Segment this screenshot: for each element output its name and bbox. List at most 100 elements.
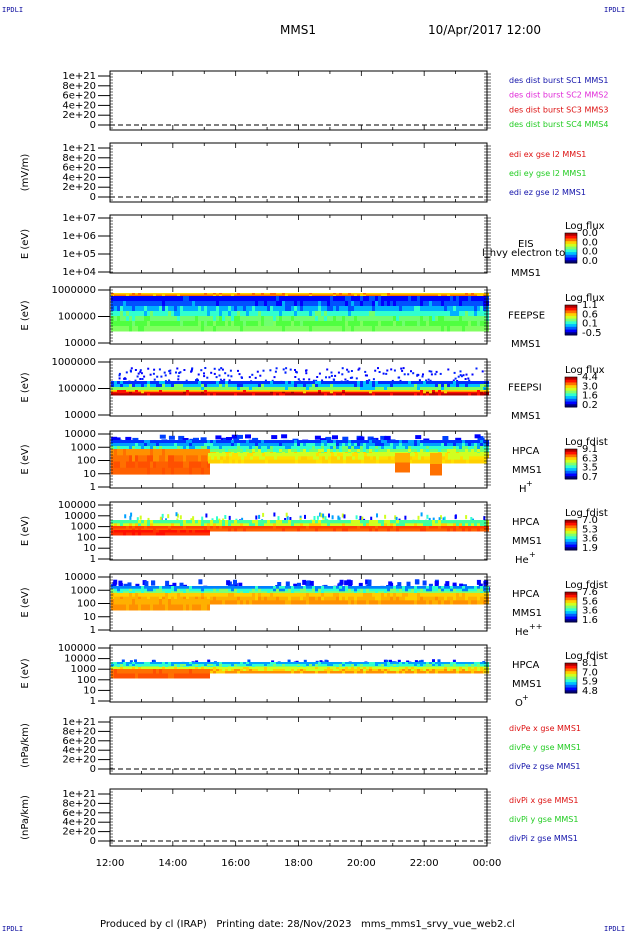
- ytick-label: 8e+20: [62, 798, 96, 809]
- colorbar-feepse: [564, 304, 578, 336]
- ytick-label: 8e+20: [62, 81, 96, 92]
- corner-tag-bottom-right: IPDLI: [604, 925, 626, 933]
- colorbar-title-feepse: Log flux: [565, 293, 605, 304]
- legend-entry-divpe-1: divPe y gse MMS1: [509, 743, 581, 752]
- xtick-label: 14:00: [158, 858, 187, 869]
- ytick-label: 0: [90, 120, 96, 131]
- ytick-label: 1: [90, 625, 96, 636]
- colorbar-tick-hpca_h: 0.7: [582, 472, 598, 483]
- colorbar-tick-feepsi: 0.2: [582, 400, 598, 411]
- ytick-label: 1e+04: [62, 267, 96, 278]
- plot-frame-eis: [109, 214, 488, 274]
- instrument-sc-eis: MMS1: [511, 268, 541, 279]
- colorbar-eis: [564, 232, 578, 264]
- y-axis-label: (nPa/km): [20, 723, 31, 768]
- species-charge-hpca_h: +: [526, 479, 533, 488]
- ytick-label: 1e+06: [62, 231, 96, 242]
- species-label-hpca_he2: He: [515, 627, 529, 638]
- colorbar-tick-hpca_he2: 5.6: [582, 596, 598, 607]
- species-charge-hpca_he1: +: [529, 550, 536, 559]
- colorbar-hpca_he2: [564, 591, 578, 623]
- legend-entry-edi-1: edi ey gse l2 MMS1: [509, 169, 587, 178]
- colorbar-tick-eis: 0.0: [582, 228, 598, 239]
- colorbar-tick-hpca_he1: 3.6: [582, 534, 598, 545]
- legend-entry-divpe-0: divPe x gse MMS1: [509, 724, 581, 733]
- legend-entry-des-1: des dist burst SC2 MMS2: [509, 91, 608, 100]
- ytick-label: 1000: [71, 585, 96, 596]
- colorbar-title-hpca_he1: Log fdist: [565, 508, 608, 519]
- colorbar-tick-hpca_h: 9.1: [582, 444, 598, 455]
- corner-tag-top-right: IPDLI: [604, 6, 626, 14]
- ytick-label: 8e+20: [62, 726, 96, 737]
- y-axis-label: E (eV): [20, 516, 31, 546]
- instrument-name-hpca_o: HPCA: [512, 660, 540, 671]
- spectrogram-hpca_he2: [111, 579, 490, 611]
- colorbar-tick-feepsi: 4.4: [582, 372, 598, 383]
- plot-frame-divpe: [109, 716, 488, 775]
- instrument-name-feepsi: FEEPSI: [508, 383, 542, 394]
- legend-entry-des-3: des dist burst SC4 MMS4: [509, 120, 608, 129]
- corner-tag-bottom-left: IPDLI: [2, 925, 24, 933]
- instrument-name-eis: EIS: [518, 239, 534, 250]
- legend-entry-divpi-1: divPi y gse MMS1: [509, 815, 578, 824]
- ytick-label: 1000000: [51, 357, 96, 368]
- ytick-label: 10000: [64, 338, 96, 349]
- ytick-label: 4e+20: [62, 745, 96, 756]
- footer-credit: Produced by cl (IRAP) Printing date: 28/…: [100, 919, 515, 930]
- colorbar-hpca_o: [564, 662, 578, 694]
- species-label-hpca_h: H: [519, 484, 527, 495]
- ytick-label: 10: [83, 685, 96, 696]
- ytick-label: 0: [90, 764, 96, 775]
- ytick-label: 1000: [71, 664, 96, 675]
- xtick-label: 18:00: [284, 858, 313, 869]
- ytick-label: 10: [83, 612, 96, 623]
- plot-frame-edi: [109, 142, 488, 203]
- legend-entry-divpi-2: divPi z gse MMS1: [509, 834, 578, 843]
- ytick-label: 1e+21: [62, 789, 96, 800]
- instrument-name-hpca_h: HPCA: [512, 446, 540, 457]
- ytick-label: 10000: [64, 654, 96, 665]
- colorbar-tick-feepse: 1.1: [582, 300, 598, 311]
- corner-tag-top-left: IPDLI: [2, 6, 24, 14]
- colorbar-tick-hpca_h: 3.5: [582, 463, 598, 474]
- ytick-label: 6e+20: [62, 163, 96, 174]
- colorbar-tick-hpca_o: 4.8: [582, 686, 598, 697]
- ytick-label: 10: [83, 469, 96, 480]
- instrument-sc-feepse: MMS1: [511, 339, 541, 350]
- colorbar-title-feepsi: Log flux: [565, 365, 605, 376]
- ytick-label: 100: [77, 599, 96, 610]
- ytick-label: 1000: [71, 522, 96, 533]
- colorbar-tick-feepse: 0.1: [582, 319, 598, 330]
- instrument-sc-feepsi: MMS1: [511, 411, 541, 422]
- instrument-name-hpca_he1: HPCA: [512, 517, 540, 528]
- legend-entry-divpi-0: divPi x gse MMS1: [509, 796, 578, 805]
- y-axis-label: E (eV): [20, 229, 31, 259]
- legend-entry-edi-0: edi ex gse l2 MMS1: [509, 150, 586, 159]
- xtick-label: 20:00: [347, 858, 376, 869]
- colorbar-tick-hpca_he1: 1.9: [582, 543, 598, 554]
- y-axis-label: E (eV): [20, 658, 31, 688]
- ytick-label: 100000: [58, 384, 96, 395]
- ytick-label: 6e+20: [62, 91, 96, 102]
- colorbar-tick-eis: 0.0: [582, 247, 598, 258]
- colorbar-tick-hpca_h: 6.3: [582, 453, 598, 464]
- instrument-sc-hpca_h: MMS1: [512, 465, 542, 476]
- ytick-label: 1e+21: [62, 71, 96, 82]
- colorbar-hpca_he1: [564, 519, 578, 551]
- instrument-note-eis: l_hvy electron tof: [482, 248, 569, 259]
- y-axis-label: E (eV): [20, 372, 31, 402]
- ytick-label: 1e+21: [62, 143, 96, 154]
- date-title: 10/Apr/2017 12:00: [428, 23, 542, 37]
- ytick-label: 8e+20: [62, 153, 96, 164]
- ytick-label: 4e+20: [62, 817, 96, 828]
- ytick-label: 1e+05: [62, 249, 96, 260]
- species-charge-hpca_he2: ++: [529, 622, 542, 631]
- xtick-label: 22:00: [410, 858, 439, 869]
- colorbar-title-hpca_o: Log fdist: [565, 651, 608, 662]
- ytick-label: 10000: [64, 511, 96, 522]
- colorbar-title-hpca_he2: Log fdist: [565, 580, 608, 591]
- instrument-sc-hpca_he2: MMS1: [512, 608, 542, 619]
- colorbar-tick-hpca_he2: 3.6: [582, 606, 598, 617]
- ytick-label: 10000: [64, 572, 96, 583]
